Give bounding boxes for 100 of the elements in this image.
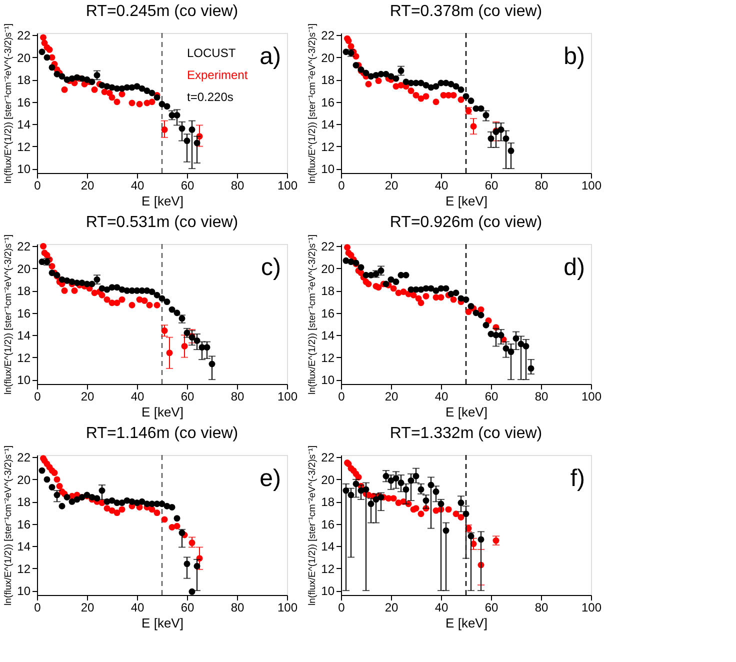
x-tick-label: 100 xyxy=(581,390,602,404)
y-axis-title: ln(flux/E^(1/2)) [ster⁻¹cm⁻²eV^(-3/2)s⁻¹] xyxy=(307,24,318,184)
point xyxy=(410,292,417,298)
x-tick-label: 60 xyxy=(484,600,498,614)
y-tick-label: 12 xyxy=(17,350,31,365)
point xyxy=(498,126,504,133)
point xyxy=(54,70,60,78)
annotation: e) xyxy=(260,465,281,492)
point xyxy=(138,498,146,505)
point xyxy=(88,78,96,86)
y-tick-label: 14 xyxy=(17,328,31,343)
point xyxy=(442,527,450,534)
x-tick-label: 20 xyxy=(80,178,94,192)
point xyxy=(188,126,196,133)
point xyxy=(392,475,400,482)
point xyxy=(194,562,200,570)
point xyxy=(375,284,382,291)
point xyxy=(522,342,530,350)
point xyxy=(54,492,60,498)
point xyxy=(114,98,120,106)
point xyxy=(64,76,70,83)
point xyxy=(48,270,56,276)
point xyxy=(118,90,126,98)
x-axis-title: E [keV] xyxy=(446,616,488,630)
point xyxy=(164,103,170,110)
point xyxy=(432,83,440,90)
y-tick-label: 20 xyxy=(17,472,31,487)
point xyxy=(392,75,400,82)
annotation: a) xyxy=(260,43,281,70)
point xyxy=(174,310,180,316)
y-tick-label: 12 xyxy=(17,140,31,154)
point xyxy=(508,348,514,356)
point xyxy=(398,68,404,74)
point xyxy=(365,280,372,288)
x-tick-label: 40 xyxy=(434,600,448,614)
point xyxy=(64,494,70,500)
point xyxy=(84,76,90,83)
x-tick-label: 80 xyxy=(230,600,244,614)
y-tick-label: 14 xyxy=(17,540,31,554)
point xyxy=(154,292,160,298)
y-axis-title: ln(flux/E^(1/2)) [ster⁻¹cm⁻²eV^(-3/2)s⁻¹] xyxy=(3,234,14,394)
point xyxy=(114,284,120,291)
y-tick-label: 16 xyxy=(17,306,31,320)
point xyxy=(184,138,190,144)
x-tick-label: 20 xyxy=(384,178,398,192)
y-tick-label: 18 xyxy=(321,284,335,298)
annotation: b) xyxy=(564,43,585,70)
point xyxy=(452,290,460,296)
point xyxy=(458,86,464,93)
x-tick-label: 20 xyxy=(384,600,398,614)
point xyxy=(528,365,534,372)
y-tick-label: 10 xyxy=(17,584,31,598)
x-tick-label: 60 xyxy=(484,178,498,192)
y-tick-label: 22 xyxy=(17,28,31,43)
chart-title: RT=0.378m (co view) xyxy=(390,3,542,20)
x-tick-label: 60 xyxy=(180,178,194,192)
point xyxy=(400,288,407,296)
x-tick-label: 0 xyxy=(34,178,42,192)
text: LOCUST xyxy=(187,46,236,60)
y-axis-title: ln(flux/E^(1/2)) [ster⁻¹cm⁻²eV^(-3/2)s⁻¹] xyxy=(307,446,318,606)
annotation: c) xyxy=(261,254,281,281)
y-tick-label: 22 xyxy=(321,240,335,254)
x-tick-label: 0 xyxy=(338,178,346,192)
point xyxy=(418,510,424,518)
point xyxy=(448,80,454,88)
point xyxy=(478,105,484,112)
chart-title: RT=1.332m (co view) xyxy=(390,425,542,442)
y-tick-label: 22 xyxy=(17,450,31,465)
point xyxy=(108,94,116,101)
point xyxy=(462,93,470,100)
point xyxy=(161,516,168,523)
point xyxy=(438,294,444,301)
x-tick-label: 80 xyxy=(534,178,548,192)
point xyxy=(468,302,474,310)
point xyxy=(194,140,200,146)
point xyxy=(44,54,50,61)
point xyxy=(61,86,68,93)
point xyxy=(128,302,136,308)
point xyxy=(148,98,156,106)
point xyxy=(402,486,410,493)
point xyxy=(158,295,166,302)
x-tick-label: 40 xyxy=(130,600,144,614)
point xyxy=(38,467,46,474)
point xyxy=(184,330,190,336)
point xyxy=(390,285,397,292)
x-tick-label: 100 xyxy=(581,178,602,192)
point xyxy=(118,506,126,513)
point xyxy=(98,292,106,298)
point xyxy=(352,62,360,68)
point xyxy=(40,34,46,41)
point xyxy=(478,536,484,543)
y-tick-label: 18 xyxy=(17,495,31,510)
point xyxy=(174,515,180,522)
point xyxy=(58,73,66,80)
y-axis-title: ln(flux/E^(1/2)) [ster⁻¹cm⁻²eV^(-3/2)s⁻¹] xyxy=(3,446,14,606)
x-tick-label: 80 xyxy=(230,390,244,404)
y-tick-label: 12 xyxy=(321,350,335,365)
chart-title: RT=0.926m (co view) xyxy=(390,214,542,232)
y-tick-label: 20 xyxy=(321,262,335,276)
point xyxy=(161,327,168,334)
